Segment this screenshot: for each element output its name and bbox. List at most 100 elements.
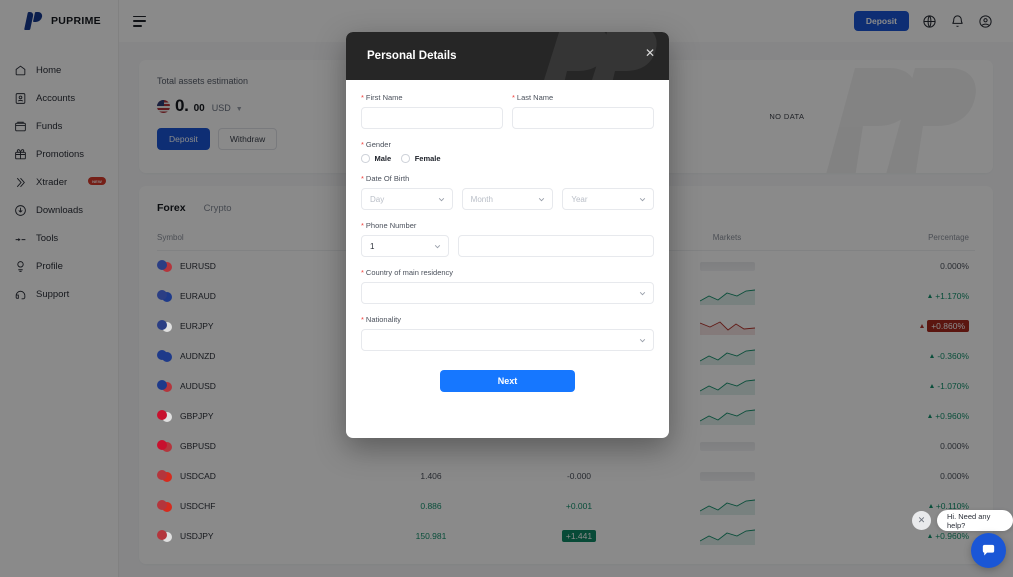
chevron-down-icon [438,196,445,203]
table-row[interactable]: GBPJPY +0.960% [157,401,975,431]
currency-label: USD [211,103,231,113]
table-row[interactable]: USDJPY 150.981 +1.441 +0.960% [157,521,975,551]
assets-actions: Deposit Withdraw [157,128,599,150]
support-icon [14,288,27,301]
nationality-field: * Nationality [361,315,654,351]
gender-radio-male[interactable]: Male [361,154,391,163]
sparkline-chart [699,320,755,335]
sidebar-item-profile[interactable]: Profile [0,252,118,280]
gender-radio-female[interactable]: Female [401,154,441,163]
close-icon[interactable]: ✕ [644,46,655,60]
label-text: First Name [365,93,403,102]
markets-cell [653,408,801,425]
table-row[interactable]: USDCAD 1.406 -0.000 0.000% [157,461,975,491]
sidebar-nav: Home Accounts Funds Promotions Xtrader N… [0,56,118,308]
markets-cell [653,318,801,335]
deposit-button[interactable]: Deposit [157,128,210,150]
modal-title: Personal Details [367,50,457,62]
usd-flag-icon [157,99,170,113]
tab-crypto[interactable]: Crypto [203,202,232,214]
table-row[interactable]: AUDNZD -0.360% [157,341,975,371]
phone-code-value: 1 [370,241,375,251]
table-row[interactable]: AUDUSD -1.070% [157,371,975,401]
symbol-cell: AUDNZD [157,349,357,363]
phone-number-input[interactable] [458,235,654,257]
table-row[interactable]: EURUSD 0.000% [157,251,975,281]
dob-month-value: Month [470,194,493,204]
last-name-input[interactable] [512,107,654,129]
sidebar-item-support[interactable]: Support [0,280,118,308]
nationality-label: * Nationality [361,315,654,324]
brand-logo[interactable]: PUPRIME [0,0,118,42]
sidebar-item-accounts[interactable]: Accounts [0,84,118,112]
profile-icon [14,260,27,273]
watermark-logo-icon [826,68,976,173]
required-marker: * [361,140,364,149]
sidebar-item-label: Promotions [36,148,85,160]
home-icon [14,64,27,77]
bell-icon[interactable] [950,14,965,29]
dob-month-select[interactable]: Month [461,188,554,210]
table-row[interactable]: GBPUSD 0.000% [157,431,975,461]
accounts-icon [14,92,27,105]
sidebar-item-tools[interactable]: Tools [0,224,118,252]
amount-decimal: 00 [193,103,205,114]
dob-day-select[interactable]: Day [361,188,453,210]
percentage-value: 0.000% [940,261,969,271]
chevron-down-icon [538,196,545,203]
chat-greeting-bubble[interactable]: Hi. Need any help? [937,510,1013,531]
required-marker: * [361,315,364,324]
hamburger-menu-icon[interactable] [133,15,146,27]
table-row[interactable]: EURJPY +0.860% [157,311,975,341]
sidebar-item-home[interactable]: Home [0,56,118,84]
sidebar-item-downloads[interactable]: Downloads [0,196,118,224]
assets-amount: 0. 00 USD ▼ [157,96,599,116]
sidebar-item-label: Funds [36,120,63,132]
tools-icon [14,232,27,245]
next-button[interactable]: Next [440,370,575,392]
markets-cell [653,261,801,271]
first-name-input[interactable] [361,107,503,129]
topbar-actions: Deposit [853,11,1013,31]
dob-year-value: Year [571,194,588,204]
sidebar-item-promotions[interactable]: Promotions [0,140,118,168]
globe-icon[interactable] [922,14,937,29]
sidebar-item-label: Profile [36,260,63,272]
percentage-value: +0.960% [935,531,969,541]
assets-chart-area: NO DATA [599,68,976,173]
percentage-cell: +0.960% [801,531,975,541]
symbol-label: EURUSD [180,261,216,271]
table-row[interactable]: EURAUD +1.170% [157,281,975,311]
account-circle-icon[interactable] [978,14,993,29]
tab-forex[interactable]: Forex [157,202,186,214]
dob-year-select[interactable]: Year [562,188,655,210]
xtrader-icon [14,176,27,189]
chevron-down-icon[interactable]: ▼ [235,106,243,113]
sidebar-item-funds[interactable]: Funds [0,112,118,140]
percentage-value: +1.170% [935,291,969,301]
deposit-button-top[interactable]: Deposit [853,11,909,31]
label-text: Phone Number [365,221,417,230]
percentage-cell: -1.070% [801,381,975,391]
country-label: * Country of main residency [361,268,654,277]
withdraw-button[interactable]: Withdraw [217,128,278,150]
triangle-up-icon [930,354,935,358]
no-data-label: NO DATA [769,112,805,121]
table-row[interactable]: USDCHF 0.886 +0.001 +0.110% [157,491,975,521]
symbol-cell: USDJPY [157,529,357,543]
triangle-up-icon [928,414,933,418]
funds-icon [14,120,27,133]
close-icon: ✕ [917,515,926,525]
country-select[interactable] [361,282,654,304]
change-cell: +1.441 [505,530,653,542]
chat-launcher-button[interactable] [971,533,1006,568]
percentage-cell: -0.360% [801,351,975,361]
gender-field: * Gender Male Female [361,140,654,163]
brand-name: PUPRIME [51,15,101,27]
chat-dismiss-button[interactable]: ✕ [912,511,931,530]
sidebar-item-xtrader[interactable]: Xtrader NEW [0,168,118,196]
phone-country-code-select[interactable]: 1 [361,235,449,257]
nationality-select[interactable] [361,329,654,351]
symbol-label: EURJPY [180,321,214,331]
sparkline-chart [699,529,755,545]
